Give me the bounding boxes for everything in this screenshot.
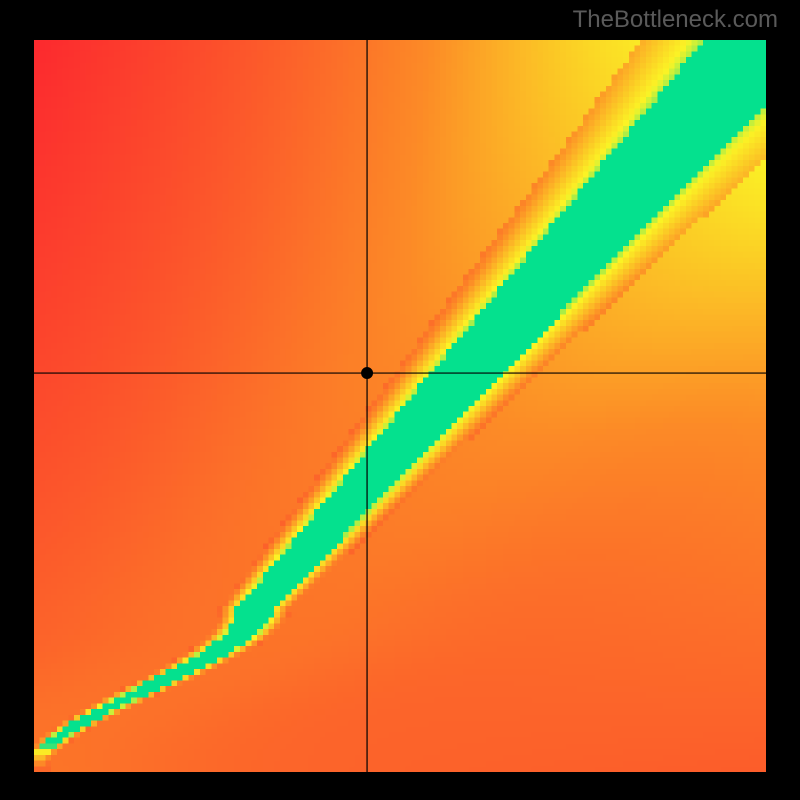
- watermark-text: TheBottleneck.com: [573, 6, 778, 34]
- figure-container: TheBottleneck.com: [0, 0, 800, 800]
- heatmap-canvas: [34, 40, 766, 772]
- plot-area: [34, 40, 766, 760]
